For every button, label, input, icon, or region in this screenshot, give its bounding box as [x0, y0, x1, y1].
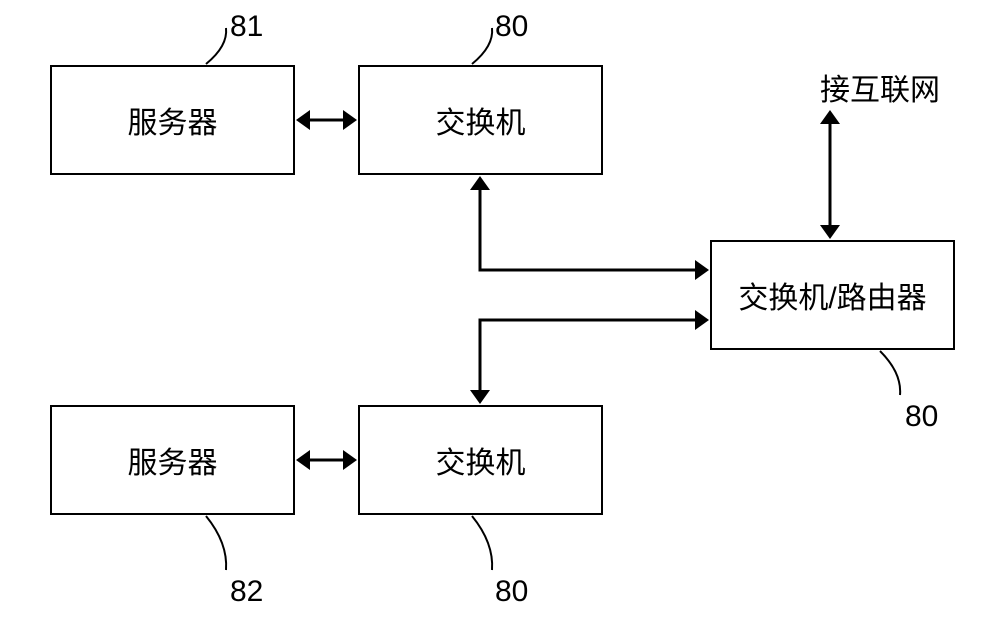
server-bottom-box: 服务器 — [50, 405, 295, 515]
ref-server-bottom: 82 — [230, 575, 263, 609]
switch-top-label: 交换机 — [436, 98, 526, 142]
internet-label: 接互联网 — [820, 65, 940, 109]
ref-router: 80 — [905, 400, 938, 434]
ref-server-top: 81 — [230, 10, 263, 44]
ref-switch-top: 80 — [495, 10, 528, 44]
switch-top-box: 交换机 — [358, 65, 603, 175]
server-bottom-label: 服务器 — [128, 438, 218, 482]
ref-switch-bottom: 80 — [495, 575, 528, 609]
router-label: 交换机/路由器 — [738, 273, 926, 317]
server-top-label: 服务器 — [128, 98, 218, 142]
server-top-box: 服务器 — [50, 65, 295, 175]
router-box: 交换机/路由器 — [710, 240, 955, 350]
switch-bottom-label: 交换机 — [436, 438, 526, 482]
switch-bottom-box: 交换机 — [358, 405, 603, 515]
